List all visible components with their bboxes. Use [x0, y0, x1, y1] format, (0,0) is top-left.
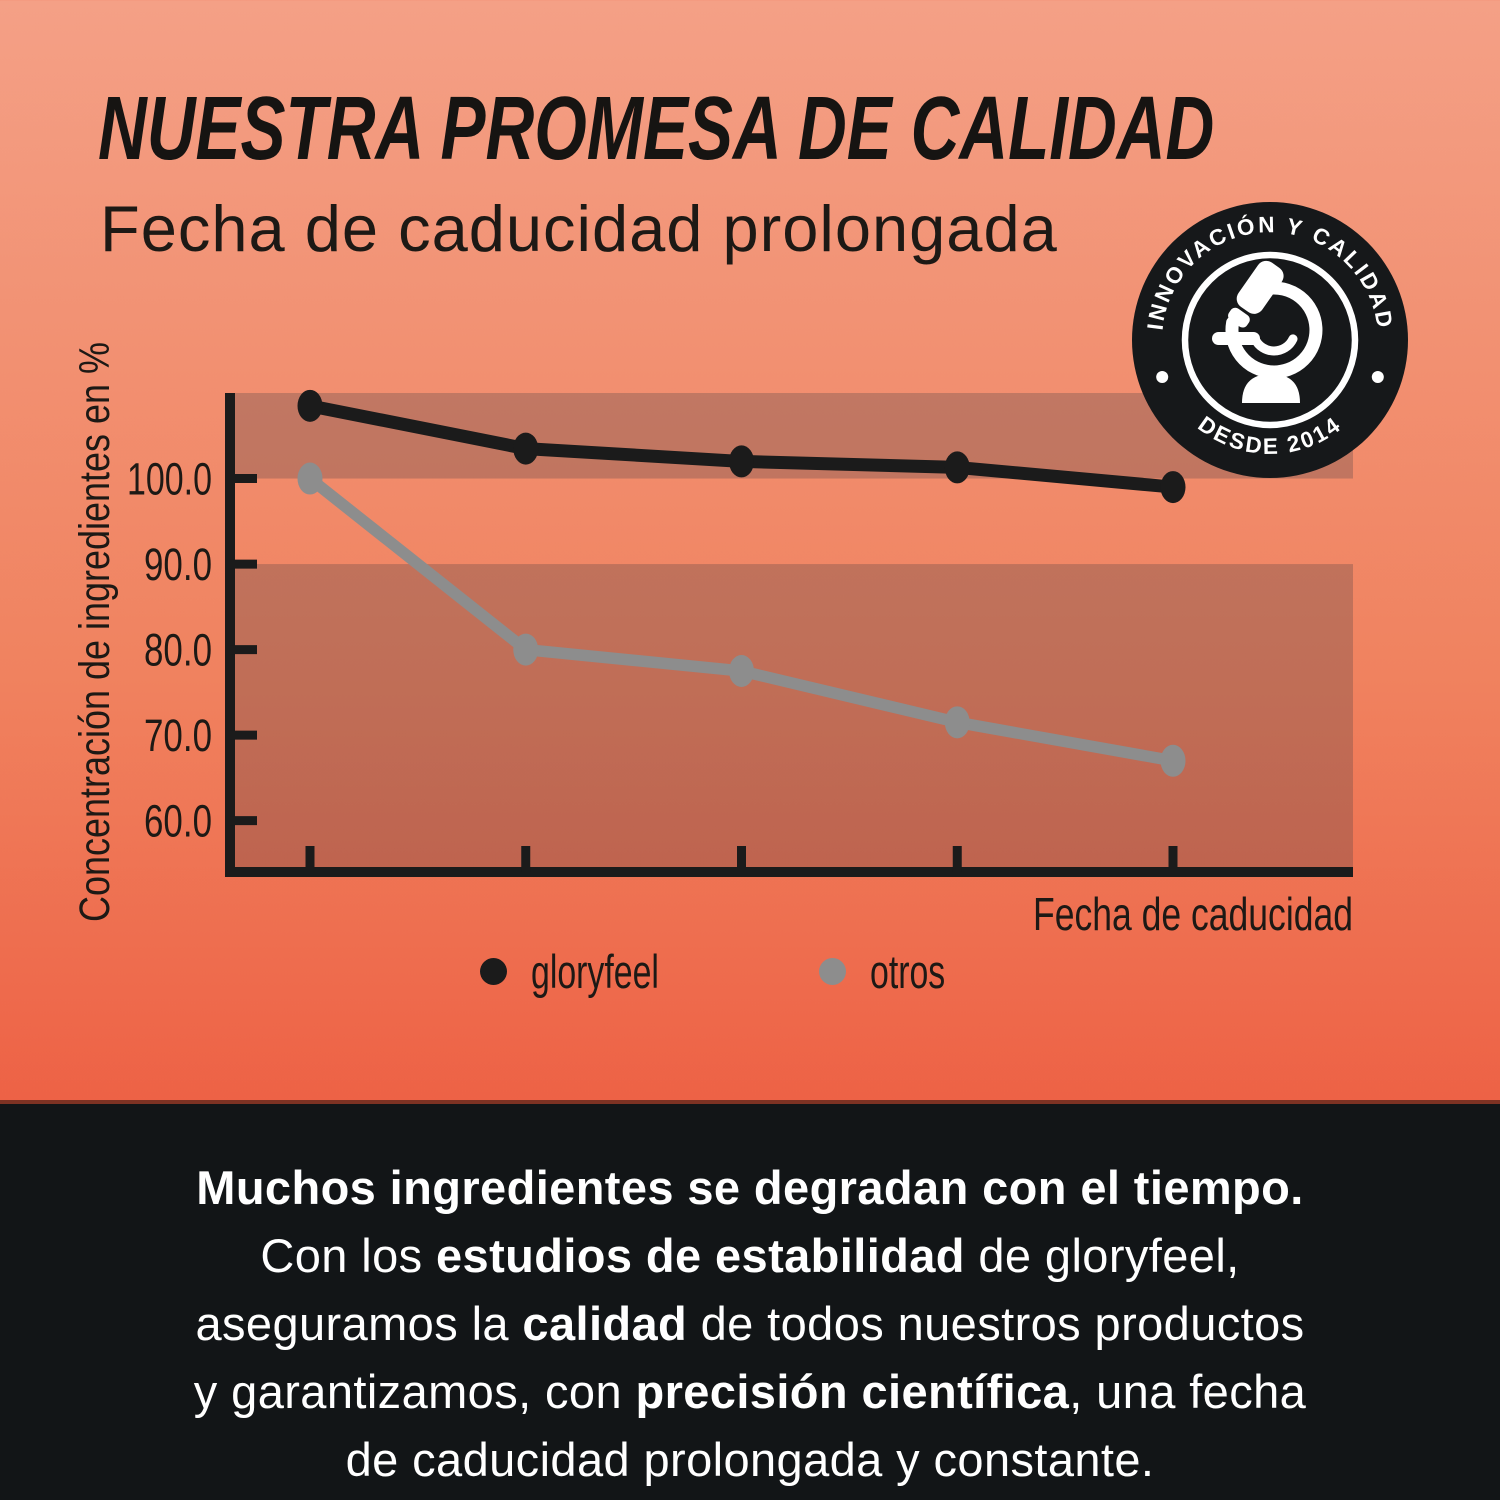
footer-text: de todos nuestros productos [687, 1297, 1305, 1350]
footer-text-bold: precisión científica [635, 1365, 1070, 1418]
chart-axes [225, 393, 1353, 877]
footer-line: aseguramos la calidad de todos nuestros … [0, 1290, 1500, 1358]
legend-label: otros [870, 945, 946, 998]
chart-legend: gloryfeel otros [0, 944, 1455, 999]
legend-dot-icon [480, 958, 508, 985]
footer-text-bold: calidad [522, 1297, 688, 1350]
footer-line: de caducidad prolongada y constante. [0, 1426, 1500, 1494]
footer-text: Con los [260, 1229, 436, 1282]
chart-band [230, 564, 1353, 872]
badge-dot-right-icon [1371, 371, 1384, 383]
footer-text-block: Muchos ingredientes se degradan con el t… [0, 1100, 1500, 1500]
header: NUESTRA PROMESA DE CALIDAD Fecha de cadu… [98, 84, 1500, 261]
footer-text: de caducidad prolongada y constante. [345, 1433, 1155, 1486]
footer-text-bold: estudios de estabilidad [435, 1229, 965, 1282]
badge-circle [1132, 202, 1408, 478]
data-point-otros [297, 462, 323, 495]
data-point-gloryfeel [944, 451, 970, 484]
footer-text: , una fecha [1069, 1365, 1307, 1418]
y-tick-label: 90.0 [144, 539, 212, 590]
badge-dot-left-icon [1156, 371, 1169, 383]
badge-ring [1181, 251, 1359, 429]
legend-item-gloryfeel: gloryfeel [480, 944, 709, 999]
footer-text: de gloryfeel, [964, 1229, 1240, 1282]
footer-line: y garantizamos, con precisión científica… [0, 1358, 1500, 1426]
data-point-otros [1160, 744, 1186, 777]
page-title: NUESTRA PROMESA DE CALIDAD [98, 79, 1215, 179]
x-axis-label: Fecha de caducidad [1033, 888, 1353, 940]
legend-label: gloryfeel [531, 945, 660, 998]
footer-text: aseguramos la [195, 1297, 523, 1350]
legend-item-otros: otros [819, 944, 975, 999]
data-point-gloryfeel [297, 389, 323, 422]
data-point-otros [944, 706, 970, 739]
page-subtitle: Fecha de caducidad prolongada [100, 192, 1058, 265]
footer-text-bold: Muchos ingredientes se degradan con el t… [196, 1161, 1304, 1214]
footer-line: Muchos ingredientes se degradan con el t… [0, 1154, 1500, 1222]
footer-text: y garantizamos, con [193, 1365, 636, 1418]
data-point-gloryfeel [513, 432, 539, 465]
y-tick-label: 60.0 [144, 796, 212, 847]
data-point-otros [513, 633, 539, 666]
y-tick-label: 100.0 [127, 454, 212, 505]
data-point-otros [729, 654, 754, 687]
data-point-gloryfeel [1160, 471, 1186, 504]
data-point-gloryfeel [729, 445, 754, 478]
microscope-icon [1212, 260, 1323, 403]
y-axis-label: Concentración de ingredientes en % [71, 342, 119, 922]
legend-dot-icon [819, 958, 847, 985]
footer-line: Con los estudios de estabilidad de glory… [0, 1222, 1500, 1290]
y-tick-label: 80.0 [144, 625, 212, 676]
quality-badge: INNOVACIÓN Y CALIDAD DESDE 2014 [1132, 202, 1408, 478]
y-tick-label: 70.0 [144, 710, 212, 761]
